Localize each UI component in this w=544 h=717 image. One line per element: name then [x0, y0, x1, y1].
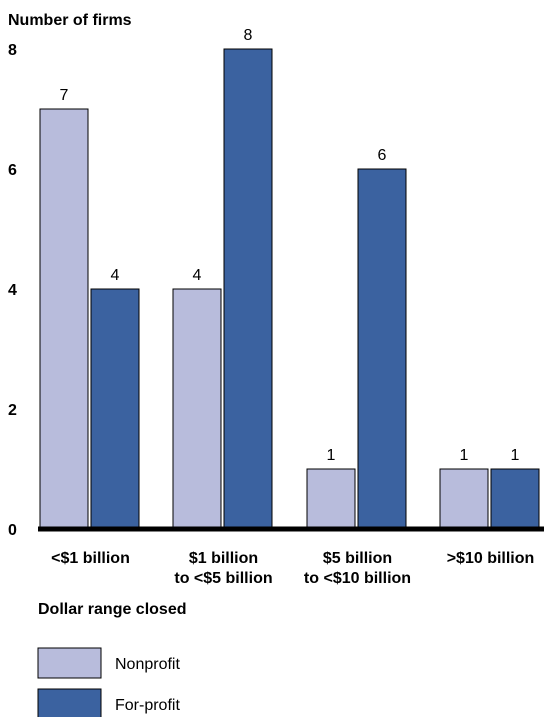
y-tick-label: 2: [8, 402, 17, 419]
legend-label-for-profit: For-profit: [115, 697, 180, 714]
legend-swatch-nonprofit: [37, 647, 102, 679]
y-axis-label: Number of firms: [8, 12, 132, 29]
y-tick-label: 6: [8, 162, 17, 179]
x-tick-label: >$10 billion: [447, 550, 535, 567]
y-tick-label: 0: [8, 522, 17, 539]
x-tick-label-line: $5 billion: [323, 550, 392, 567]
x-axis-label: Dollar range closed: [38, 601, 187, 618]
x-tick-label-line: <$1 billion: [51, 550, 130, 567]
nonprofit-bar: [306, 468, 356, 530]
x-tick-label-line: to <$10 billion: [304, 570, 411, 587]
bar-value-label: 6: [378, 147, 387, 164]
bar-value-label: 4: [193, 267, 202, 284]
bar-value-label: 1: [511, 447, 520, 464]
legend-swatch-for-profit: [37, 688, 102, 717]
nonprofit-bar: [39, 108, 89, 530]
nonprofit-bar: [172, 288, 222, 530]
bar-value-label: 1: [327, 447, 336, 464]
bar-value-label: 7: [60, 87, 69, 104]
for-profit-bar: [90, 288, 140, 530]
for-profit-bar: [223, 48, 273, 530]
y-axis-ticks: 0 2 4 6 8: [8, 42, 17, 539]
x-tick-label-line: >$10 billion: [447, 550, 535, 567]
bar-value-label: 8: [244, 27, 253, 44]
y-tick-label: 4: [8, 282, 17, 299]
bar-value-label: 4: [111, 267, 120, 284]
bars: [39, 48, 540, 530]
nonprofit-bar: [439, 468, 489, 530]
legend-label-nonprofit: Nonprofit: [115, 656, 180, 673]
bar-value-label: 1: [460, 447, 469, 464]
x-tick-label-line: to <$5 billion: [174, 570, 272, 587]
x-tick-label: $1 billion to <$5 billion: [174, 550, 272, 587]
x-tick-label-line: $1 billion: [189, 550, 258, 567]
legend: Nonprofit For-profit: [37, 647, 180, 717]
for-profit-bar: [357, 168, 407, 530]
x-axis-ticks: <$1 billion $1 billion to <$5 billion $5 bi…: [51, 550, 534, 587]
value-labels: 7 4 1 1 4 8 6 1: [60, 27, 520, 464]
for-profit-bar: [490, 468, 540, 530]
x-tick-label: <$1 billion: [51, 550, 130, 567]
y-tick-label: 8: [8, 42, 17, 59]
x-tick-label: $5 billion to <$10 billion: [304, 550, 411, 587]
